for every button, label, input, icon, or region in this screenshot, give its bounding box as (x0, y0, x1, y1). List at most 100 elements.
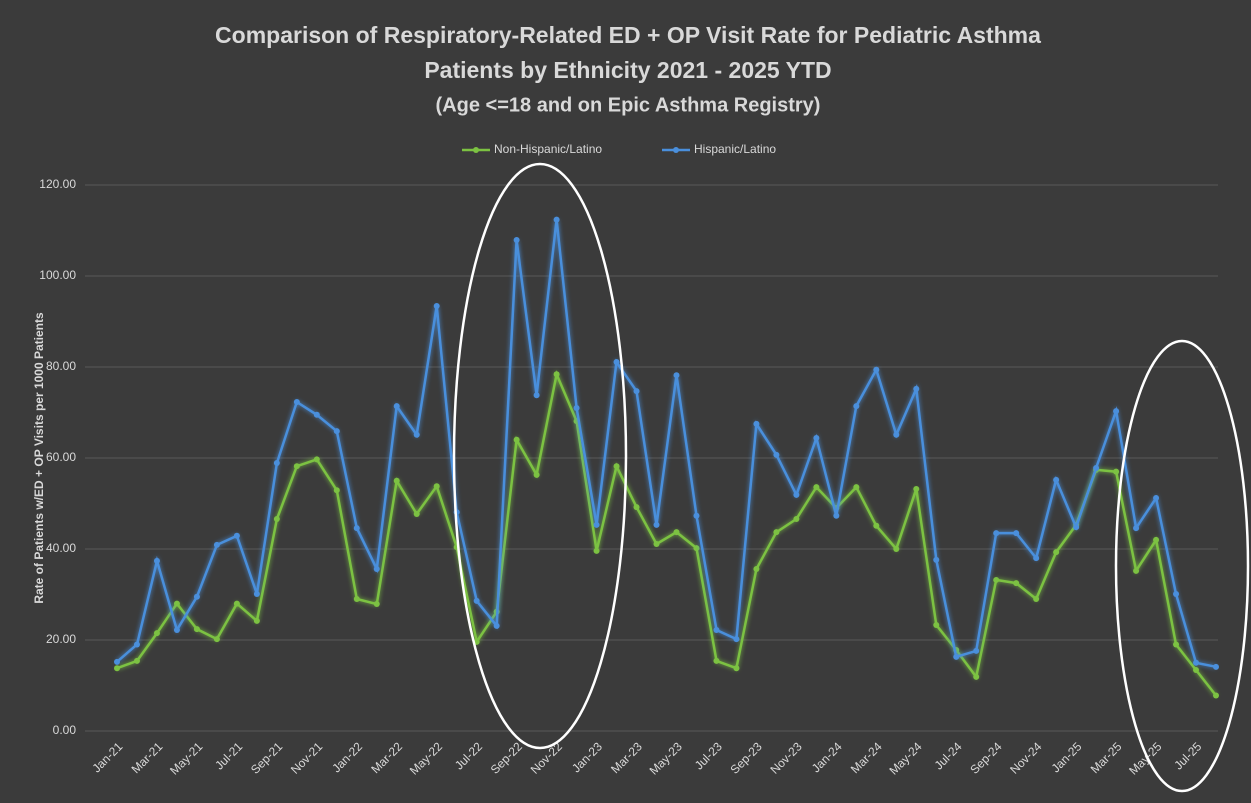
data-point (853, 403, 860, 410)
data-point (193, 626, 200, 633)
series-line (116, 370, 1217, 697)
data-point (1213, 663, 1219, 670)
y-tick-label: 80.00 (46, 359, 76, 373)
data-point (713, 626, 720, 633)
data-point (213, 636, 220, 643)
data-point (933, 621, 940, 628)
data-point (233, 600, 240, 607)
data-point (213, 541, 220, 548)
data-point (533, 392, 540, 399)
legend-label: Hispanic/Latino (694, 142, 776, 156)
data-point (533, 471, 540, 478)
data-point (413, 510, 420, 517)
data-point (1153, 495, 1160, 502)
data-point (193, 593, 200, 600)
data-point (373, 601, 380, 608)
data-point (393, 403, 400, 410)
data-point (593, 547, 600, 554)
data-point (813, 484, 820, 491)
data-point (593, 521, 600, 528)
data-point (133, 657, 140, 664)
series-line (116, 219, 1217, 669)
y-tick-label: 20.00 (46, 632, 76, 646)
data-point (733, 665, 740, 672)
data-point (1173, 591, 1180, 598)
y-tick-label: 40.00 (46, 541, 76, 555)
data-point (833, 512, 840, 519)
y-tick-label: 0.00 (53, 723, 77, 737)
data-point (1113, 468, 1120, 475)
legend: Non-Hispanic/Latino Hispanic/Latino (462, 142, 776, 156)
data-point (353, 596, 360, 603)
legend-swatch (473, 147, 479, 153)
data-point (1173, 641, 1180, 648)
data-point (373, 566, 380, 573)
data-point (653, 540, 660, 547)
data-point (893, 546, 900, 552)
data-point (973, 673, 980, 680)
highlight-ellipse (1114, 339, 1250, 793)
data-point (773, 451, 780, 458)
data-point (1193, 667, 1200, 674)
data-point (253, 617, 260, 624)
data-point (913, 485, 920, 492)
data-point (993, 530, 1000, 537)
data-point (153, 630, 160, 637)
data-point (1093, 465, 1100, 472)
data-point (633, 388, 640, 395)
data-point (1153, 536, 1160, 543)
data-point (553, 216, 560, 223)
chart-title: Patients by Ethnicity 2021 - 2025 YTD (424, 57, 831, 83)
data-point (1053, 549, 1060, 556)
data-point (933, 556, 940, 563)
data-point (633, 504, 640, 511)
chart-title: Comparison of Respiratory-Related ED + O… (215, 22, 1041, 48)
data-point (1033, 555, 1040, 562)
data-point (733, 636, 740, 643)
y-tick-label: 120.00 (39, 177, 76, 191)
data-point (1053, 476, 1060, 483)
data-point (613, 463, 620, 470)
data-point (473, 597, 480, 604)
data-point (813, 434, 820, 441)
data-point (853, 484, 860, 491)
data-point (1033, 596, 1040, 603)
data-point (1073, 524, 1080, 531)
data-point (433, 303, 440, 310)
data-point (793, 491, 800, 498)
data-point (693, 545, 700, 552)
data-point (613, 358, 620, 365)
data-point (1113, 408, 1120, 415)
data-point (293, 399, 300, 406)
data-point (313, 456, 320, 463)
data-point (893, 431, 900, 438)
y-axis-label: Rate of Patients w/ED + OP Visits per 10… (32, 312, 46, 604)
data-point (1193, 659, 1200, 666)
data-point (293, 463, 300, 470)
data-point (773, 529, 780, 536)
data-point (973, 647, 980, 654)
data-point (114, 665, 120, 672)
data-point (273, 515, 280, 522)
data-point (753, 420, 760, 427)
data-point (333, 428, 340, 435)
data-point (1133, 525, 1140, 532)
data-point (393, 477, 400, 484)
data-point (1133, 567, 1140, 574)
data-point (233, 532, 240, 539)
data-point (673, 529, 680, 536)
data-point (553, 371, 560, 378)
data-point (873, 366, 880, 373)
data-point (153, 557, 160, 564)
data-point (273, 460, 280, 467)
data-point (953, 653, 960, 660)
data-point (673, 372, 680, 379)
chart-subtitle: (Age <=18 and on Epic Asthma Registry) (436, 94, 821, 116)
data-point (433, 483, 440, 490)
data-point (313, 411, 320, 418)
data-point (114, 658, 120, 665)
data-point (1013, 530, 1020, 537)
data-point (713, 657, 720, 664)
data-point (993, 576, 1000, 583)
